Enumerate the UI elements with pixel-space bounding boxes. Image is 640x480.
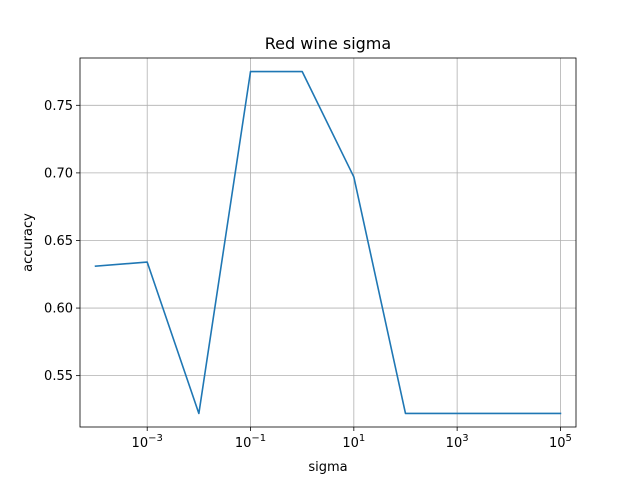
series-line xyxy=(94,70,562,415)
y-tick-label: 0.70 xyxy=(44,166,73,181)
y-tick-label: 0.65 xyxy=(44,234,73,249)
x-tick-label: 105 xyxy=(549,433,572,451)
x-axis-title: sigma xyxy=(308,460,347,475)
y-tick-label: 0.55 xyxy=(44,369,73,384)
y-axis-title: accuracy xyxy=(21,213,36,272)
x-axis-ticks: 10−3 10−1 101 103 105 xyxy=(132,427,572,451)
x-tick-label: 10−3 xyxy=(132,433,163,451)
chart-title: Red wine sigma xyxy=(265,34,391,53)
y-tick-label: 0.75 xyxy=(44,99,73,114)
x-tick-label: 103 xyxy=(446,433,469,451)
y-tick-label: 0.60 xyxy=(44,302,73,317)
x-tick-label: 10−1 xyxy=(235,433,266,451)
x-tick-label: 101 xyxy=(342,433,365,451)
y-axis-ticks: 0.55 0.60 0.65 0.70 0.75 xyxy=(44,99,80,384)
series-layer xyxy=(94,70,562,415)
grid xyxy=(80,58,576,427)
plot-frame xyxy=(79,57,577,428)
